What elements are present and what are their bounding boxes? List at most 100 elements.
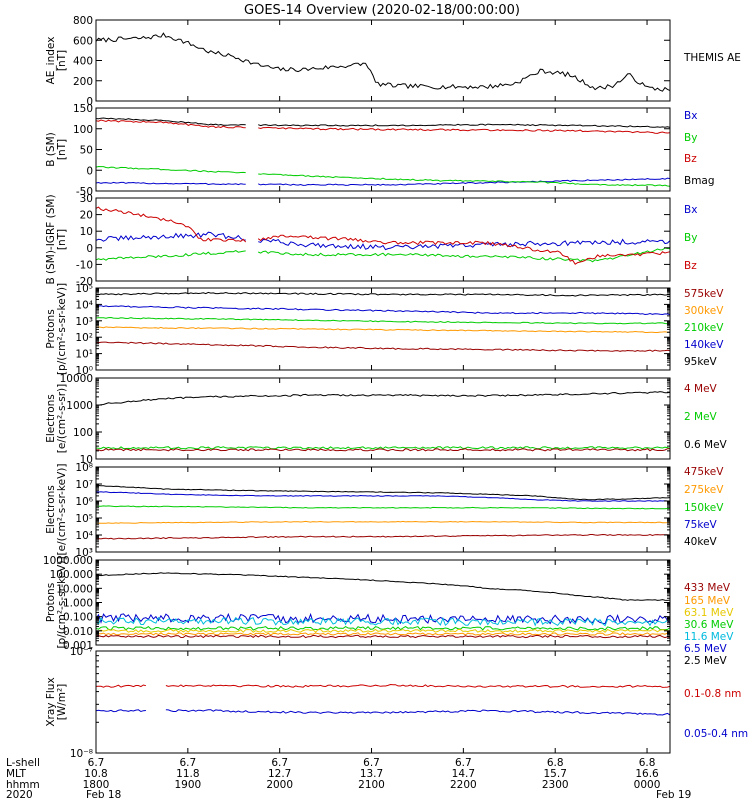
panel-xray-frame [95, 650, 671, 754]
y-tick-label: 0.010 [63, 626, 93, 638]
panel-ae-frame [95, 19, 671, 102]
y-tick-label: 10⁻⁷ [70, 646, 93, 658]
y-tick-label: 10⁰ [75, 365, 93, 377]
y-tick-label: 10 [80, 226, 93, 238]
x-row-label: hhmm [6, 779, 40, 791]
y-tick-label: 10⁻⁸ [70, 748, 93, 760]
legend-protons1-300kev: 300keV [684, 305, 724, 317]
panel-protons1-ylabel: Protons[p/(cm²-s-sr-keV)] [45, 283, 68, 375]
legend-electrons1-0-6-mev: 0.6 MeV [684, 439, 728, 451]
x-tick-label: 1800 [83, 779, 110, 791]
series-bsm-bz [96, 119, 670, 134]
y-tick-label: 1000 [66, 400, 93, 412]
y-tick-label: 50 [80, 145, 93, 157]
series-bsm-by [96, 165, 670, 187]
y-tick-label: 100 [73, 427, 93, 439]
y-tick-label: 0.001 [63, 640, 93, 652]
y-tick-label: 10⁴ [75, 530, 93, 542]
y-tick-label: 10³ [75, 547, 93, 559]
y-tick-label: 10¹ [75, 349, 93, 361]
chart-title: GOES-14 Overview (2020-02-18/00:00:00) [244, 3, 520, 18]
legend-electrons2-75kev: 75keV [684, 519, 718, 531]
legend-protons1-140kev: 140keV [684, 339, 724, 351]
y-tick-label: 20 [80, 210, 93, 222]
series-protons2-6-5-mev [96, 612, 670, 625]
series-bigrf-bx [96, 231, 670, 251]
x-tick-label: 6.7 [179, 757, 196, 769]
series-electrons1-2-mev [96, 446, 670, 450]
legend-protons1-95kev: 95keV [684, 356, 718, 368]
series-bigrf-by [96, 247, 670, 263]
panel-ae-series [96, 32, 670, 92]
panel-protons2-series [96, 572, 670, 639]
series-xray-0-05-0-4-nm [96, 709, 670, 716]
panel-protons1-series [96, 291, 670, 352]
series-bigrf-bz [96, 206, 670, 265]
x-tick-label: 6.7 [271, 757, 288, 769]
series-electrons2-475kev [96, 533, 670, 540]
series-protons2-165-mev [96, 632, 670, 636]
legend-bigrf-bz: Bz [684, 260, 697, 272]
y-tick-label: 10⁴ [75, 299, 93, 311]
y-tick-label: 10⁷ [75, 479, 93, 491]
series-protons1-210kev [96, 316, 670, 325]
y-tick-label: 1000.000 [43, 555, 93, 567]
x-tick-label: 6.8 [639, 757, 656, 769]
panel-protons2: 0.001 0.010 0.100 1.000 10.000 100.000 1000.00… [43, 555, 734, 667]
legend-protons2-30-6-mev: 30.6 MeV [684, 619, 734, 631]
x-row-label: MLT [6, 768, 26, 780]
x-date-end: Feb 19 [656, 789, 691, 800]
x-row-label: 2020 [6, 789, 33, 800]
legend-xray-0-05-0-4-nm: 0.05-0.4 nm [684, 728, 748, 740]
y-tick-label: 800 [73, 15, 93, 27]
legend-bsm-bmag: Bmag [684, 175, 715, 187]
panel-protons1: 10⁰ 10¹ 10² 10³ 10⁴ 10⁵ Protons[p/(cm²-s-sr-ke… [45, 283, 724, 377]
x-tick-label: 11.8 [176, 768, 199, 780]
panel-xray: 10⁻⁸ 10⁻⁷ Xray Flux[W/m²] 0.1-0.8 nm 0.05-0.… [45, 646, 748, 760]
y-tick-label: 100 [73, 124, 93, 136]
legend-electrons2-275kev: 275keV [684, 484, 724, 496]
y-tick-label: -20 [76, 276, 93, 288]
legend-electrons2-475kev: 475keV [684, 466, 724, 478]
legend-protons2-11-6-mev: 11.6 MeV [684, 631, 734, 643]
x-tick-label: 2300 [542, 779, 569, 791]
x-tick-label: 12.7 [268, 768, 291, 780]
y-tick-label: 400 [73, 56, 93, 68]
series-protons2-30-6-mev [96, 625, 670, 631]
panel-bigrf-series [96, 206, 670, 265]
y-tick-label: 10³ [75, 316, 93, 328]
y-tick-label: 0 [86, 165, 93, 177]
series-electrons2-75kev [96, 491, 670, 502]
y-tick-label: 200 [73, 76, 93, 88]
series-protons2-11-6-mev [96, 616, 670, 627]
legend-ae-themis-ae: THEMIS AE [683, 52, 741, 64]
x-tick-label: 15.7 [544, 768, 567, 780]
legend-protons2-6-5-mev: 6.5 MeV [684, 643, 728, 655]
panel-electrons2: 10³ 10⁴ 10⁵ 10⁶ 10⁷ 10⁸ Electrons[e/(cm²-s-sr-… [45, 462, 724, 559]
series-protons1-575kev [96, 341, 670, 352]
panel-electrons2-series [96, 484, 670, 540]
legend-bsm-bx: Bx [684, 110, 697, 122]
panel-electrons2-frame [95, 466, 671, 553]
y-tick-label: 1.000 [63, 598, 93, 610]
panel-bsm-series [96, 117, 670, 187]
y-tick-label: 150 [73, 103, 93, 115]
x-tick-label: 2200 [450, 779, 477, 791]
series-electrons1-0-6-mev [96, 391, 670, 406]
x-tick-label: 6.7 [455, 757, 472, 769]
legend-electrons2-150kev: 150keV [684, 502, 724, 514]
legend-bigrf-bx: Bx [684, 204, 697, 216]
series-electrons2-150kev [96, 505, 670, 510]
panel-electrons1-ylabel: Electrons[e/(cm²-s-sr)] [45, 384, 68, 453]
x-tick-label: 2000 [266, 779, 293, 791]
legend-electrons1-2-mev: 2 MeV [684, 411, 718, 423]
panel-bigrf-frame [95, 197, 671, 282]
x-date-start: Feb 18 [86, 789, 121, 800]
x-tick-label: 6.8 [547, 757, 564, 769]
y-tick-label: 30 [80, 193, 93, 205]
legend-protons2-63-1-mev: 63.1 MeV [684, 607, 734, 619]
series-protons1-300kev [96, 326, 670, 333]
